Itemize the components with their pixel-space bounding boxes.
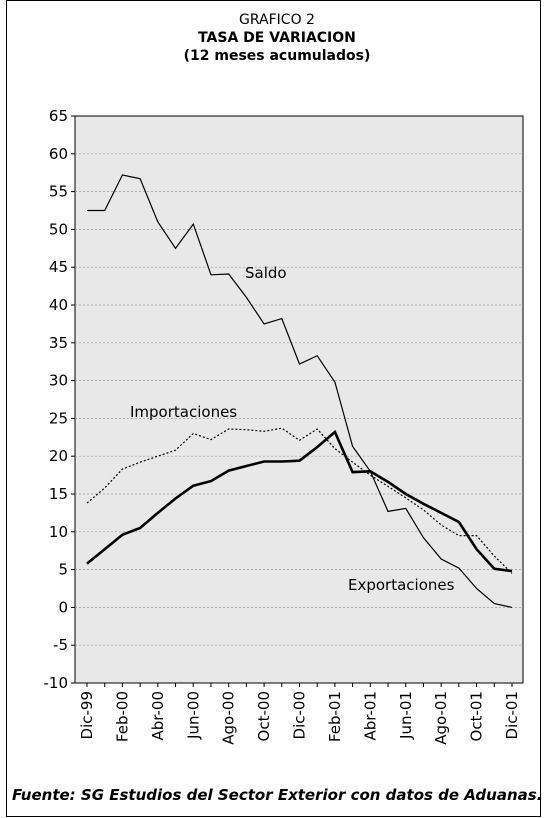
y-tick-label: 0 [58, 598, 68, 616]
y-tick-label: 40 [49, 296, 68, 314]
series-line [87, 174, 513, 608]
y-tick-label: -10 [44, 674, 69, 692]
x-tick-label: Oct-00 [255, 691, 273, 741]
y-tick-label: 60 [49, 145, 68, 163]
y-tick-label: 25 [49, 409, 68, 427]
y-tick-label: -5 [53, 636, 68, 654]
y-tick-label: 65 [49, 107, 68, 125]
y-tick-label: 10 [49, 523, 68, 541]
series-label: Exportaciones [348, 576, 455, 594]
x-tick-label: Feb-01 [326, 691, 344, 742]
y-tick-label: 5 [58, 561, 68, 579]
x-tick-label: Abr-01 [361, 691, 379, 741]
y-tick-label: 55 [49, 183, 68, 201]
series-label: Importaciones [130, 403, 237, 421]
y-tick-label: 20 [49, 447, 68, 465]
plot-area [74, 115, 524, 684]
y-tick-label: 50 [49, 220, 68, 238]
chart-title: TASA DE VARIACION [198, 30, 356, 46]
x-tick-label: Ago-01 [432, 691, 450, 745]
x-tick-label: Dic-00 [291, 691, 309, 739]
y-tick-label: 35 [49, 334, 68, 352]
x-tick-label: Dic-01 [503, 691, 521, 739]
chart-subtitle: (12 meses acumulados) [184, 48, 371, 64]
x-tick-label: Abr-00 [149, 691, 167, 741]
x-tick-label: Ago-00 [220, 691, 238, 745]
series-label: Saldo [245, 264, 287, 282]
series-line [86, 429, 513, 573]
x-tick-label: Jun-01 [397, 691, 415, 740]
y-tick-label: 30 [49, 372, 68, 390]
chart-label: GRAFICO 2 [239, 12, 315, 28]
y-tick-label: 45 [49, 258, 68, 276]
source-note: Fuente: SG Estudios del Sector Exterior … [12, 786, 542, 804]
x-tick-label: Dic-99 [78, 691, 96, 739]
y-tick-label: 15 [49, 485, 68, 503]
series-line [86, 427, 513, 574]
x-tick-label: Jun-00 [184, 691, 202, 740]
x-tick-label: Feb-00 [113, 691, 131, 742]
x-tick-label: Oct-01 [468, 691, 486, 741]
